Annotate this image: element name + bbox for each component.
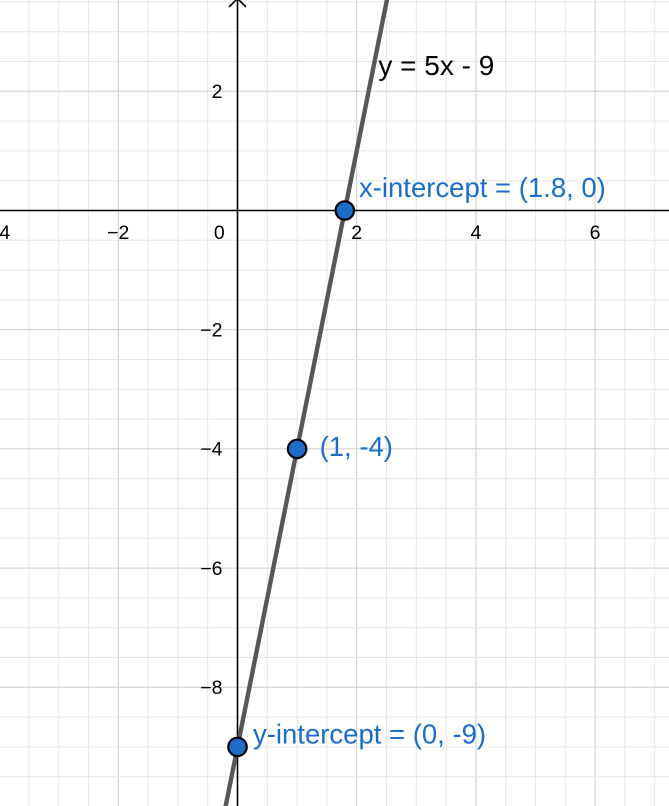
svg-text:0: 0 — [214, 222, 225, 244]
svg-text:x-intercept = (1.8, 0): x-intercept = (1.8, 0) — [359, 172, 606, 203]
svg-text:−4: −4 — [200, 439, 222, 461]
svg-text:y-intercept = (0, -9): y-intercept = (0, -9) — [253, 718, 486, 749]
svg-text:(1, -4): (1, -4) — [320, 431, 393, 462]
svg-text:y = 5x - 9: y = 5x - 9 — [378, 50, 494, 81]
svg-text:−6: −6 — [200, 558, 222, 580]
svg-text:2: 2 — [351, 222, 362, 244]
svg-text:4: 4 — [470, 222, 481, 244]
svg-text:2: 2 — [212, 81, 223, 103]
svg-text:−8: −8 — [200, 677, 222, 699]
svg-text:−2: −2 — [200, 320, 222, 342]
svg-text:−2: −2 — [107, 222, 129, 244]
svg-text:−4: −4 — [0, 222, 10, 244]
svg-text:6: 6 — [590, 222, 601, 244]
